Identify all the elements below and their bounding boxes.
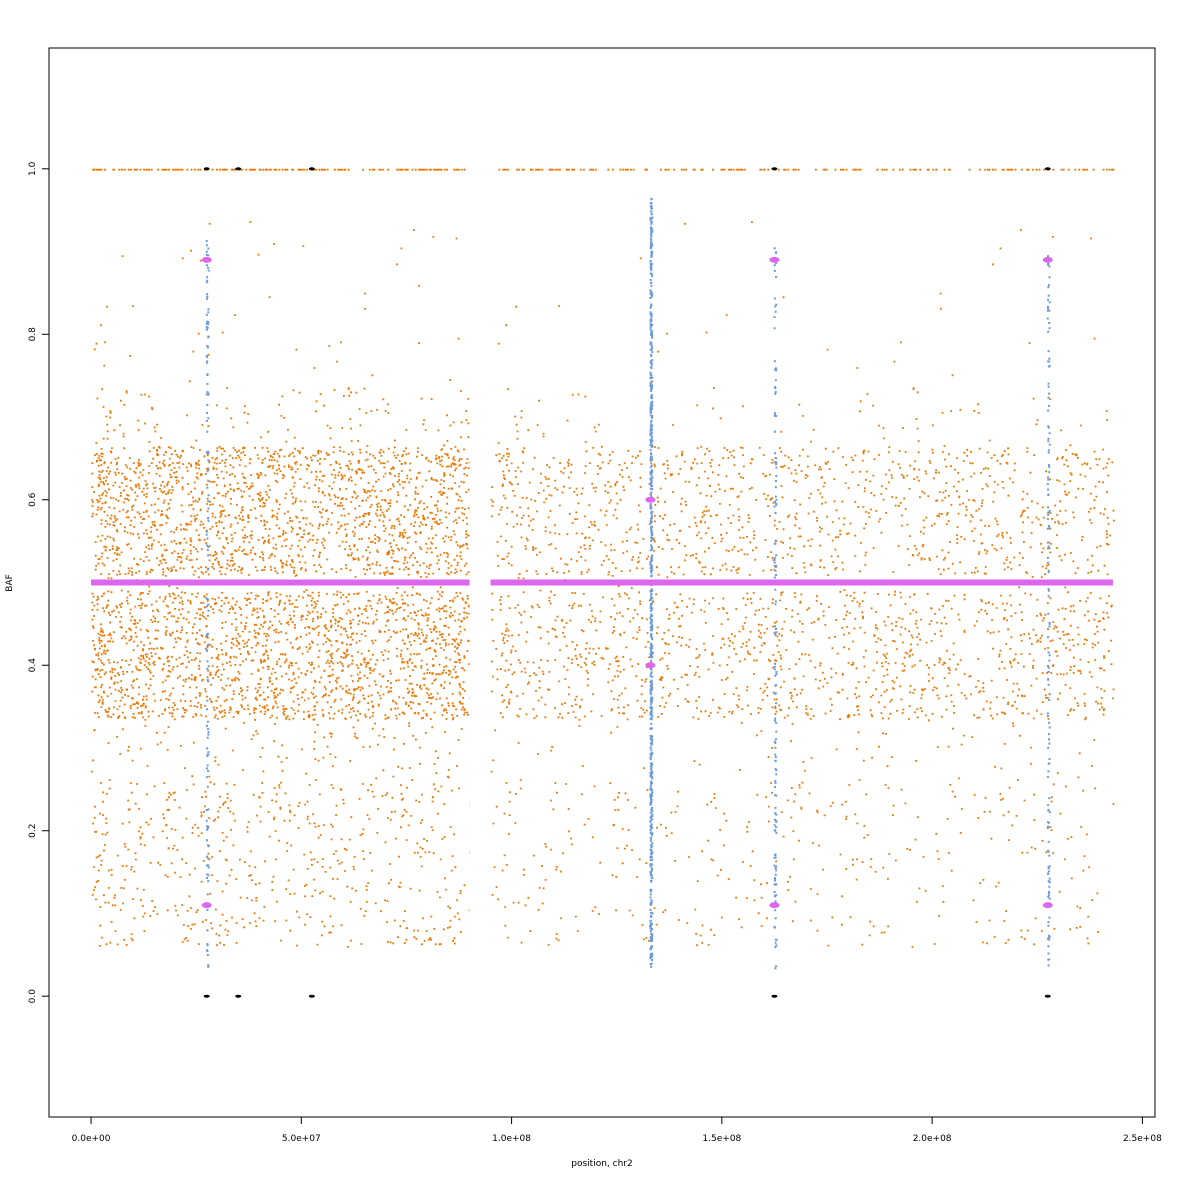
homozygous-point-one bbox=[308, 167, 315, 171]
x-tick-label: 2.0e+08 bbox=[913, 1134, 952, 1144]
baf-one-points bbox=[498, 168, 1115, 171]
homozygous-point-zero bbox=[308, 994, 315, 998]
x-tick-label: 1.5e+08 bbox=[702, 1134, 741, 1144]
segment-point bbox=[201, 256, 212, 263]
homozygous-point-zero bbox=[203, 994, 210, 998]
y-axis-label: BAF bbox=[5, 574, 15, 592]
segment-point bbox=[645, 662, 656, 669]
homozygous-series bbox=[203, 167, 1051, 998]
dense-band-points bbox=[91, 446, 1115, 721]
blue-column bbox=[205, 240, 210, 968]
segment-point bbox=[769, 902, 780, 909]
segment-point bbox=[645, 496, 656, 503]
x-tick-label: 5.0e+07 bbox=[282, 1134, 321, 1144]
segment-point bbox=[1042, 902, 1053, 909]
x-axis-label: position, chr2 bbox=[571, 1159, 632, 1169]
y-tick-label: 0.4 bbox=[28, 658, 38, 673]
y-tick-label: 0.0 bbox=[28, 989, 38, 1004]
homozygous-point-zero bbox=[235, 994, 242, 998]
axes-layer: 0.0e+00 5.0e+07 1.0e+08 1.5e+08 2.0e+08 2.5e+… bbox=[28, 161, 1162, 1144]
homozygous-point-zero bbox=[771, 994, 778, 998]
y-tick-label: 0.2 bbox=[28, 824, 38, 838]
homozygous-point-one bbox=[203, 167, 210, 171]
homozygous-point-zero bbox=[1044, 994, 1051, 998]
homozygous-point-one bbox=[235, 167, 242, 171]
y-tick-label: 0.8 bbox=[28, 327, 38, 342]
y-tick-label: 1.0 bbox=[28, 161, 38, 176]
blue-column bbox=[773, 247, 778, 970]
homozygous-point-one bbox=[1044, 167, 1051, 171]
blue-column bbox=[1046, 255, 1051, 967]
x-tick-label: 1.0e+08 bbox=[492, 1134, 531, 1144]
y-tick-label: 0.6 bbox=[28, 492, 38, 507]
x-tick-label: 0.0e+00 bbox=[72, 1134, 111, 1144]
het-snp-series bbox=[91, 168, 1115, 948]
homozygous-point-one bbox=[771, 167, 778, 171]
x-tick-label: 2.5e+08 bbox=[1123, 1134, 1162, 1144]
segment-point bbox=[769, 256, 780, 263]
segment-point bbox=[201, 902, 212, 909]
segment-point bbox=[1042, 256, 1053, 263]
data-gap bbox=[469, 49, 491, 1116]
segment-series bbox=[91, 256, 1113, 909]
points-layer bbox=[91, 49, 1115, 1116]
baf-one-points bbox=[92, 168, 466, 171]
